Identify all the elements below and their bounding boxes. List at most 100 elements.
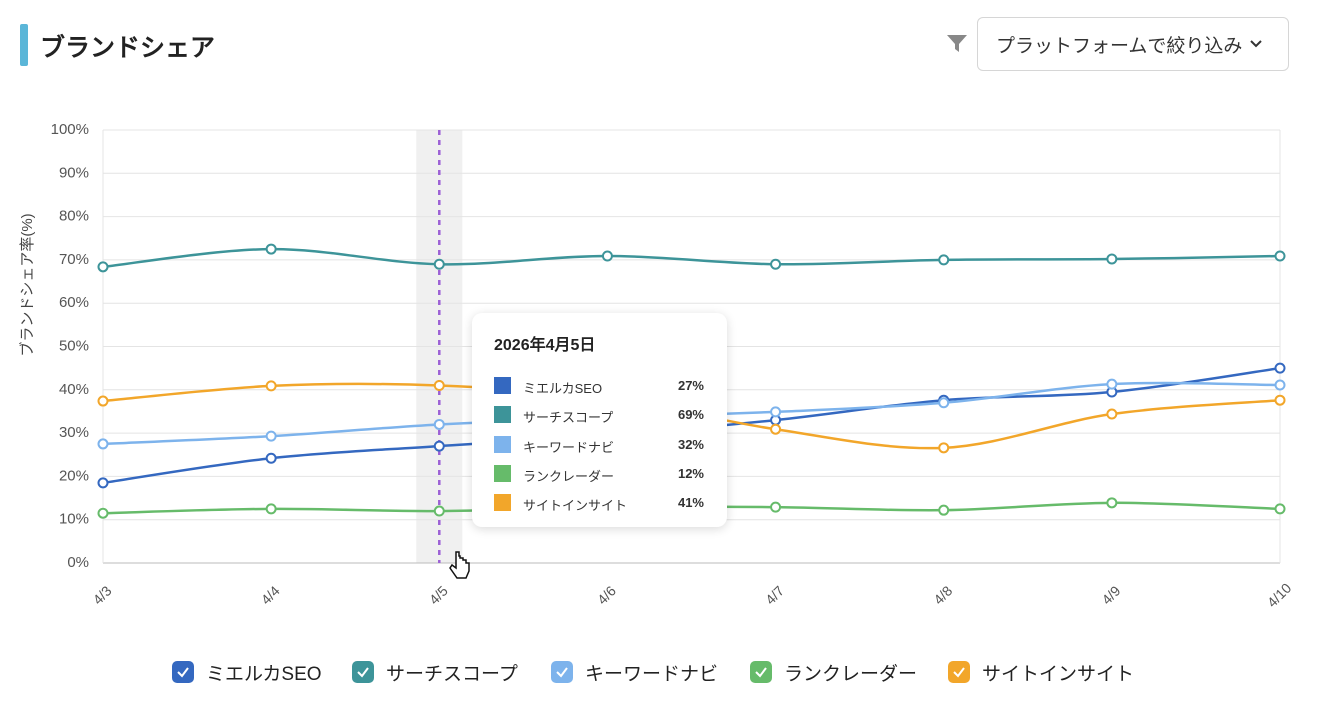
x-tick-label: 4/4 [258, 582, 283, 607]
tooltip-row: サーチスコープ 69% [494, 406, 704, 426]
data-point [265, 243, 277, 255]
data-point [433, 440, 445, 452]
legend-checkbox[interactable] [551, 661, 573, 683]
tooltip-row: ミエルカSEO 27% [494, 377, 704, 396]
tooltip-row: サイトインサイト 41% [494, 494, 704, 514]
data-point [770, 406, 782, 418]
tooltip-swatch [494, 435, 511, 453]
tooltip-value: 69% [677, 407, 704, 423]
y-tick-label: 40% [59, 381, 89, 398]
check [556, 667, 568, 678]
data-point [433, 379, 445, 391]
x-tick-label: 4/7 [762, 582, 787, 607]
page-title: ブランドシェア [40, 34, 216, 62]
data-point [1274, 394, 1286, 406]
legend-label: キーワードナビ [585, 663, 719, 685]
y-tick-label: 60% [59, 294, 89, 311]
y-tick-label: 90% [59, 164, 89, 181]
legend-label: ミエルカSEO [206, 663, 322, 685]
data-point [97, 261, 109, 273]
legend-checkbox[interactable] [172, 661, 194, 683]
data-point [1274, 250, 1286, 262]
x-tick-label: 4/6 [594, 582, 619, 607]
data-point [265, 503, 277, 515]
filter-button[interactable]: プラットフォームで絞り込み [977, 17, 1289, 71]
legend-checkbox[interactable] [750, 661, 772, 683]
legend-checkbox[interactable] [948, 661, 970, 683]
y-tick-label: 0% [67, 554, 89, 571]
data-point [770, 258, 782, 270]
data-point [601, 250, 613, 262]
y-tick-label: 80% [59, 208, 89, 225]
data-point [433, 258, 445, 270]
data-point [938, 504, 950, 516]
tooltip-swatch [494, 377, 511, 394]
tooltip-swatch [494, 494, 511, 512]
y-tick-label: 100% [51, 121, 89, 138]
x-tick-label: 4/8 [930, 582, 955, 607]
y-axis-label: ブランドシェア率(%) [18, 213, 36, 356]
chart: ブランドシェア率(%) 0% 10% 20% 30% 40% 50% 60% 70% 80% 90… [18, 121, 1295, 611]
tooltip-value: 27% [677, 378, 704, 393]
legend-checkbox[interactable] [352, 661, 374, 683]
data-point [938, 442, 950, 454]
y-tick-label: 20% [59, 467, 89, 484]
data-point [97, 477, 109, 489]
x-tick-label: 4/9 [1098, 582, 1123, 607]
tooltip-value: 12% [677, 465, 704, 481]
chevron [1250, 40, 1263, 48]
data-point [938, 254, 950, 266]
filter-label: プラットフォームで絞り込み [996, 35, 1243, 57]
legend-item[interactable]: キーワードナビ [551, 658, 718, 686]
data-point [1106, 253, 1118, 265]
tooltip-series-name: サーチスコープ [523, 410, 614, 426]
tooltip-row: キーワードナビ 32% [494, 435, 704, 455]
tooltip-swatch [494, 406, 511, 424]
data-point [1274, 362, 1286, 374]
legend-item[interactable]: サーチスコープ [352, 658, 518, 686]
y-tick-label: 10% [59, 511, 89, 528]
legend: ミエルカSEO サーチスコープ キーワードナビ ランクレーダー サイトインサイト [0, 658, 1326, 688]
legend-item[interactable]: サイトインサイト [948, 658, 1134, 686]
data-point [265, 452, 277, 464]
y-tick-label: 50% [59, 337, 89, 354]
legend-label: ランクレーダー [784, 663, 918, 685]
x-tick-label: 4/10 [1264, 580, 1295, 611]
data-point [770, 423, 782, 435]
tooltip-title: 2026年4月5日 [494, 337, 596, 354]
tooltip-series-name: サイトインサイト [523, 498, 628, 514]
tooltip-swatch [494, 464, 511, 482]
tooltip: 2026年4月5日 ミエルカSEO 27% サーチスコープ 69% キーワードナビ 32%… [472, 313, 727, 527]
legend-label: サイトインサイト [982, 663, 1135, 685]
check [953, 667, 965, 678]
tooltip-series-name: キーワードナビ [523, 439, 615, 455]
tooltip-value: 32% [677, 436, 704, 452]
data-point [433, 418, 445, 430]
check [755, 667, 767, 678]
tooltip-series-name: ランクレーダー [523, 468, 615, 484]
data-point [433, 505, 445, 517]
data-point [1106, 497, 1118, 509]
y-tick-label: 70% [59, 251, 89, 268]
data-point [97, 507, 109, 519]
tooltip-series-name: ミエルカSEO [523, 381, 603, 396]
tooltip-row: ランクレーダー 12% [494, 464, 704, 484]
tooltip-value: 41% [677, 495, 704, 511]
x-tick-label: 4/3 [90, 582, 115, 607]
cursor [449, 551, 470, 579]
check [357, 667, 369, 678]
x-tick-label: 4/5 [426, 582, 451, 607]
data-point [1274, 503, 1286, 515]
data-point [1106, 378, 1118, 390]
series-line [102, 247, 1281, 269]
legend-item[interactable]: ミエルカSEO [172, 658, 322, 686]
legend-item[interactable]: ランクレーダー [750, 658, 917, 686]
y-tick-label: 30% [59, 424, 89, 441]
data-point [1106, 408, 1118, 420]
data-point [938, 397, 950, 409]
data-point [97, 438, 109, 450]
data-point [97, 395, 109, 407]
legend-label: サーチスコープ [386, 663, 518, 685]
check [177, 667, 189, 678]
